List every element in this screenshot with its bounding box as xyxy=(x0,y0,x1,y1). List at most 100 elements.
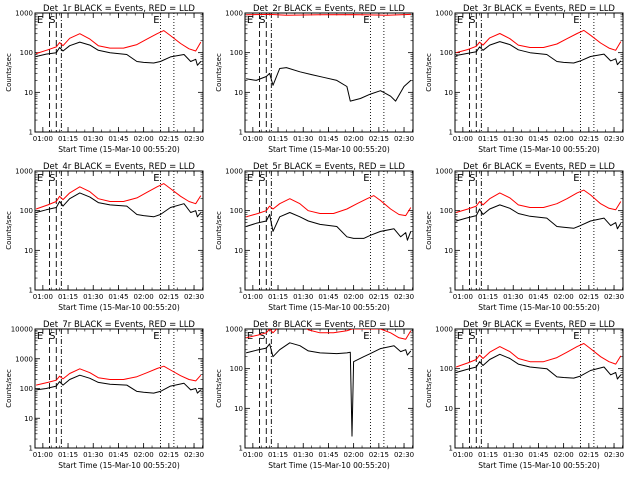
events-series-line xyxy=(456,41,622,66)
lld-series-line xyxy=(35,30,202,55)
x-tick-label: 01:00 xyxy=(33,451,53,459)
y-axis-label: Counts/sec xyxy=(5,53,13,92)
e-marker-label: E xyxy=(37,15,43,26)
y-tick-label: 10000 xyxy=(11,326,33,334)
dotted-marker-label: E xyxy=(573,15,579,26)
x-tick-label: 01:45 xyxy=(108,451,128,459)
y-tick-label: 100 xyxy=(440,49,453,57)
x-tick-label: 02:00 xyxy=(344,293,364,301)
panel-title: Det_6r BLACK = Events, RED = LLD xyxy=(463,162,615,172)
dotted-marker-label: E xyxy=(153,173,159,184)
x-tick-label: 02:15 xyxy=(159,135,179,143)
events-series-line xyxy=(455,204,622,230)
dotted-marker-label: E xyxy=(153,331,159,342)
x-tick-label: 01:15 xyxy=(478,135,498,143)
x-tick-label: 02:00 xyxy=(134,451,154,459)
x-tick-label: 02:15 xyxy=(369,451,389,459)
events-series-line xyxy=(455,353,622,380)
panel-title: Det_9r BLACK = Events, RED = LLD xyxy=(463,320,615,330)
x-axis-label: Start Time (15-Mar-10 00:55:20) xyxy=(58,461,180,470)
y-tick-label: 1 xyxy=(449,287,453,295)
y-tick-label: 100 xyxy=(20,49,33,57)
lld-series-line xyxy=(455,29,622,54)
x-tick-label: 01:00 xyxy=(453,451,473,459)
x-tick-label: 01:45 xyxy=(528,451,548,459)
y-axis-label: Counts/sec xyxy=(215,211,223,250)
dashed-marker-label: S xyxy=(259,15,265,26)
y-axis-label: Counts/sec xyxy=(215,369,223,408)
x-tick-label: 02:00 xyxy=(134,293,154,301)
events-series-line xyxy=(35,192,202,218)
y-tick-label: 1000 xyxy=(435,326,453,334)
x-tick-label: 02:15 xyxy=(579,293,599,301)
dashed-marker-label: S xyxy=(259,173,265,184)
lld-series-line xyxy=(35,183,202,210)
y-tick-label: 100 xyxy=(230,207,243,215)
x-axis-label: Start Time (15-Mar-10 00:55:20) xyxy=(58,303,180,312)
dotted-marker-label: E xyxy=(153,15,159,26)
y-tick-label: 1 xyxy=(29,445,33,453)
y-axis-label: Counts/sec xyxy=(215,53,223,92)
x-tick-label: 01:00 xyxy=(243,451,263,459)
x-tick-label: 01:00 xyxy=(33,293,53,301)
y-axis-label: Counts/sec xyxy=(425,211,433,250)
events-series-line xyxy=(35,41,202,66)
x-tick-label: 01:30 xyxy=(293,451,313,459)
y-tick-label: 1000 xyxy=(225,10,243,18)
dotted-marker-label: E xyxy=(363,331,369,342)
plot-frame xyxy=(244,328,414,449)
plot-frame xyxy=(454,12,624,133)
y-tick-label: 1 xyxy=(239,287,243,295)
x-tick-label: 01:30 xyxy=(83,451,103,459)
plot-frame xyxy=(34,328,204,449)
y-tick-label: 1000 xyxy=(225,168,243,176)
panel-8: Det_8r BLACK = Events, RED = LLD Counts/s… xyxy=(215,320,414,470)
y-tick-label: 1000 xyxy=(435,10,453,18)
panel-title: Det_4r BLACK = Events, RED = LLD xyxy=(43,162,195,172)
events-series-line xyxy=(245,342,412,437)
y-axis-label: Counts/sec xyxy=(425,53,433,92)
y-tick-label: 1000 xyxy=(435,168,453,176)
x-tick-label: 02:00 xyxy=(554,135,574,143)
x-tick-label: 02:00 xyxy=(554,293,574,301)
x-tick-label: 02:30 xyxy=(394,451,414,459)
y-tick-label: 10 xyxy=(24,89,33,97)
x-tick-label: 01:15 xyxy=(478,451,498,459)
y-tick-label: 1000 xyxy=(15,10,33,18)
x-tick-label: 01:00 xyxy=(453,293,473,301)
x-tick-label: 01:45 xyxy=(318,293,338,301)
x-tick-label: 01:45 xyxy=(318,135,338,143)
y-tick-label: 10 xyxy=(234,405,243,413)
x-axis-label: Start Time (15-Mar-10 00:55:20) xyxy=(58,145,180,154)
lld-series-line xyxy=(245,329,412,340)
dotted-marker-label: E xyxy=(363,173,369,184)
panel-2: Det_2r BLACK = Events, RED = LLD Counts/s… xyxy=(215,4,414,154)
dashed-marker-label: S xyxy=(469,15,475,26)
lld-series-line xyxy=(245,195,412,218)
y-tick-label: 10 xyxy=(444,89,453,97)
x-tick-label: 01:15 xyxy=(58,451,78,459)
y-tick-label: 100 xyxy=(230,49,243,57)
x-tick-label: 01:30 xyxy=(293,293,313,301)
plot-frame xyxy=(454,328,624,449)
x-tick-label: 01:15 xyxy=(268,293,288,301)
y-tick-label: 1 xyxy=(29,129,33,137)
x-tick-label: 01:00 xyxy=(243,135,263,143)
y-tick-label: 100 xyxy=(20,207,33,215)
x-tick-label: 02:15 xyxy=(369,293,389,301)
x-tick-label: 01:30 xyxy=(503,451,523,459)
events-series-line xyxy=(245,212,412,241)
x-tick-label: 02:15 xyxy=(159,293,179,301)
panel-4: Det_4r BLACK = Events, RED = LLD Counts/s… xyxy=(5,162,204,312)
events-series-line xyxy=(246,67,412,102)
e-marker-label: E xyxy=(457,331,463,342)
x-tick-label: 01:45 xyxy=(528,293,548,301)
y-tick-label: 10 xyxy=(444,405,453,413)
y-axis-label: Counts/sec xyxy=(5,211,13,250)
x-tick-label: 02:30 xyxy=(604,135,624,143)
lld-series-line xyxy=(246,13,411,16)
e-marker-label: E xyxy=(457,15,463,26)
x-axis-label: Start Time (15-Mar-10 00:55:20) xyxy=(268,461,390,470)
plot-frame xyxy=(34,12,204,133)
